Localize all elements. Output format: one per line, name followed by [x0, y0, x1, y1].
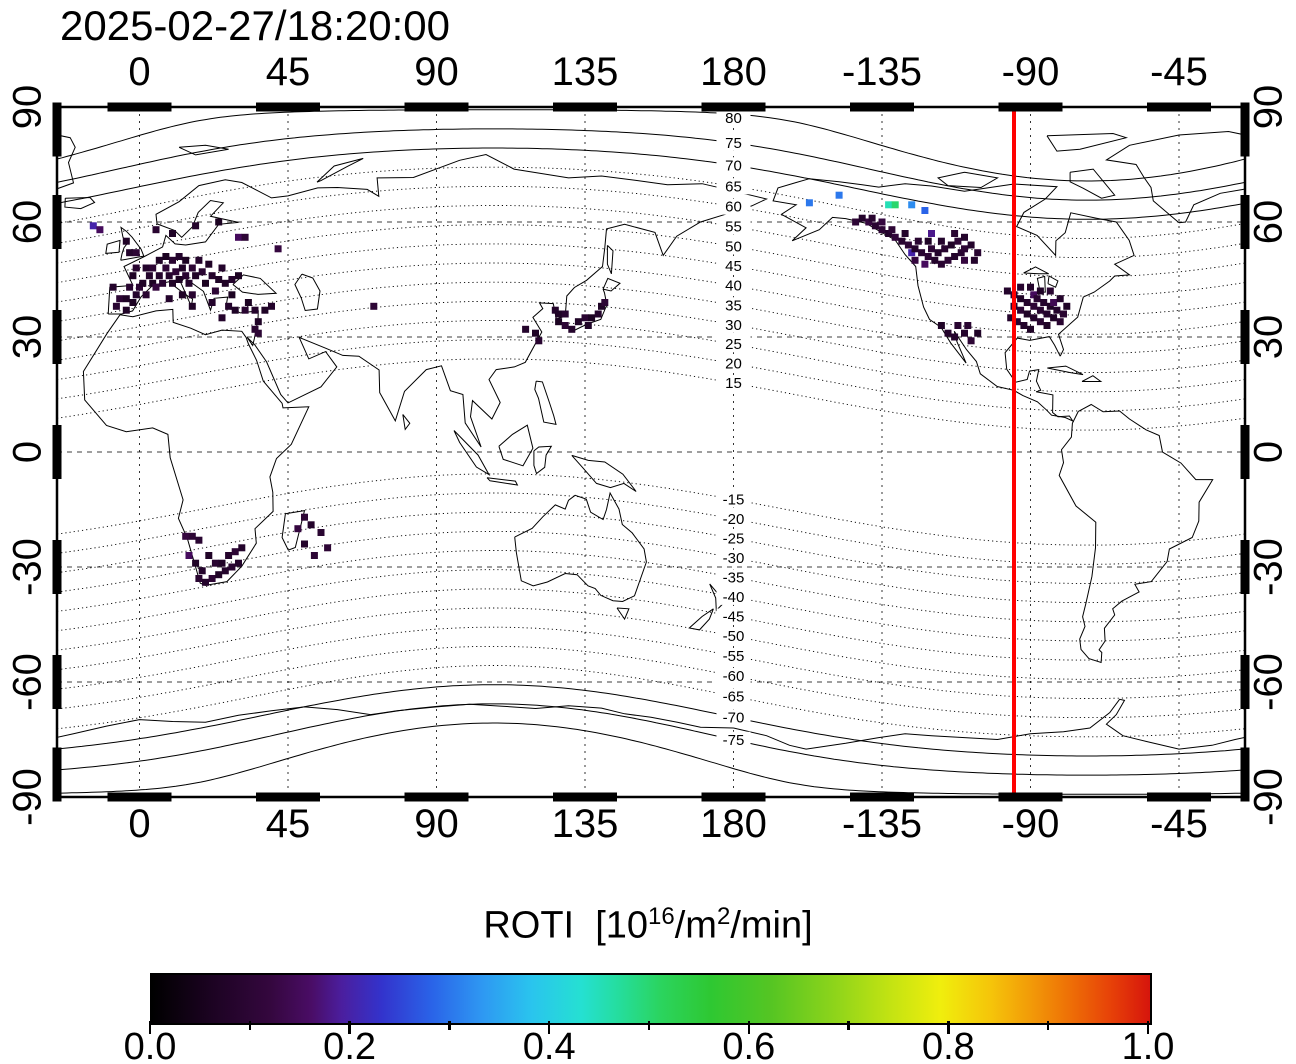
- axis-tick-label: -30: [1246, 538, 1291, 596]
- colorbar-tick-label: 0.8: [921, 1026, 975, 1064]
- axis-tick-label: -45: [1150, 50, 1208, 94]
- axis-tick-label: 0: [128, 50, 151, 94]
- svg-text:-40: -40: [723, 589, 745, 606]
- axis-tick-label: -90: [1246, 768, 1291, 826]
- colorbar-tick: [148, 1021, 152, 1034]
- svg-text:55: 55: [725, 219, 742, 236]
- svg-text:15: 15: [725, 375, 742, 392]
- axis-tick-label: 90: [1246, 84, 1291, 130]
- axis-tick-label: 90: [414, 802, 459, 846]
- colorbar-tick-label: 0.6: [722, 1026, 776, 1064]
- svg-text:-20: -20: [723, 511, 745, 528]
- axis-tick-label: -90: [5, 768, 50, 826]
- axis-tick-label: -90: [1001, 802, 1060, 846]
- axis-tick-label: -90: [1001, 50, 1060, 94]
- colorbar-tick: [1146, 1021, 1150, 1034]
- axis-tick-label: 45: [265, 802, 311, 846]
- colorbar-tick: [947, 1021, 950, 1034]
- svg-text:75: 75: [725, 135, 742, 152]
- contour-labels: 80 75 70 65 60 55 50 45 40 35 30 25 20 15 -15 -20 -25 -30…: [716, 110, 751, 749]
- timestamp-title: 2025-02-27/18:20:00: [60, 2, 450, 49]
- svg-text:80: 80: [725, 110, 742, 127]
- axis-tick-label: -30: [5, 538, 50, 596]
- colorbar-tick: [248, 1021, 252, 1030]
- axis-tick-label: 180: [700, 50, 767, 94]
- colorbar-tick: [847, 1021, 850, 1030]
- axis-tick-label: 30: [5, 314, 50, 360]
- axis-tick-label: 135: [551, 50, 619, 94]
- colorbar-tick: [747, 1021, 751, 1034]
- svg-text:25: 25: [725, 336, 742, 353]
- svg-text:-15: -15: [723, 492, 745, 509]
- svg-text:-50: -50: [723, 628, 745, 645]
- axis-tick-label: -45: [1150, 802, 1208, 846]
- roti-data-points: [89, 191, 1071, 586]
- colorbar-title-mid: /m: [674, 904, 717, 947]
- colorbar-tick: [647, 1021, 651, 1030]
- coastlines: [57, 130, 1245, 750]
- colorbar-tick-label: 0.2: [323, 1026, 377, 1064]
- axis-tick-label: 45: [265, 50, 311, 94]
- colorbar-tick-label: 0.4: [522, 1026, 576, 1064]
- axis-tick-label: 0: [128, 802, 151, 846]
- svg-text:35: 35: [725, 297, 742, 314]
- axis-tick-label: 0: [1246, 440, 1291, 464]
- svg-text:40: 40: [725, 278, 742, 295]
- svg-text:-45: -45: [723, 608, 745, 625]
- colorbar-gradient: [150, 973, 1152, 1025]
- map-content: [57, 107, 1245, 797]
- svg-text:60: 60: [725, 199, 742, 216]
- colorbar-title: ROTI [1016/m2/min]: [0, 903, 1296, 948]
- svg-text:-55: -55: [723, 648, 745, 665]
- gridlines: [57, 107, 1245, 797]
- colorbar-tick-label: 0.0: [123, 1026, 177, 1064]
- axis-tick-label: -60: [1246, 653, 1291, 711]
- svg-text:-60: -60: [723, 668, 745, 685]
- svg-text:20: 20: [725, 356, 742, 373]
- svg-text:-70: -70: [723, 709, 745, 726]
- svg-text:30: 30: [725, 317, 742, 334]
- svg-text:65: 65: [725, 178, 742, 195]
- svg-text:-35: -35: [723, 569, 745, 586]
- svg-text:50: 50: [725, 238, 742, 255]
- svg-text:-30: -30: [723, 550, 745, 567]
- axis-tick-label: -135: [841, 50, 923, 94]
- axis-tick-label: 30: [1246, 314, 1291, 360]
- svg-text:70: 70: [725, 157, 742, 174]
- colorbar-title-exponent: 16: [648, 903, 675, 930]
- axis-tick-label: -60: [5, 653, 50, 711]
- axis-tick-label: -135: [841, 802, 923, 846]
- colorbar-tick: [348, 1021, 351, 1034]
- colorbar-title-end: /min]: [730, 904, 813, 947]
- colorbar-tick: [1046, 1021, 1050, 1030]
- colorbar-title-base: ROTI [10: [483, 904, 649, 947]
- svg-text:-75: -75: [723, 732, 745, 749]
- svg-text:-65: -65: [723, 688, 745, 705]
- colorbar-title-exponent2: 2: [716, 903, 731, 930]
- colorbar-tick-label: 1.0: [1121, 1026, 1175, 1064]
- colorbar-tick: [448, 1021, 451, 1030]
- svg-text:45: 45: [725, 258, 742, 275]
- axis-tick-label: 90: [5, 84, 50, 130]
- axis-tick-label: 135: [551, 802, 619, 846]
- colorbar-tick: [547, 1021, 551, 1034]
- axis-tick-label: 60: [5, 199, 50, 245]
- axis-tick-label: 0: [5, 440, 50, 464]
- world-map-plot: 80 75 70 65 60 55 50 45 40 35 30 25 20 15 -15 -20 -25 -30…: [52, 102, 1250, 802]
- axis-ticks: [52, 102, 1250, 802]
- svg-text:-25: -25: [723, 530, 745, 547]
- axis-tick-label: 60: [1246, 199, 1291, 245]
- axis-tick-label: 90: [414, 50, 459, 94]
- axis-tick-label: 180: [700, 802, 767, 846]
